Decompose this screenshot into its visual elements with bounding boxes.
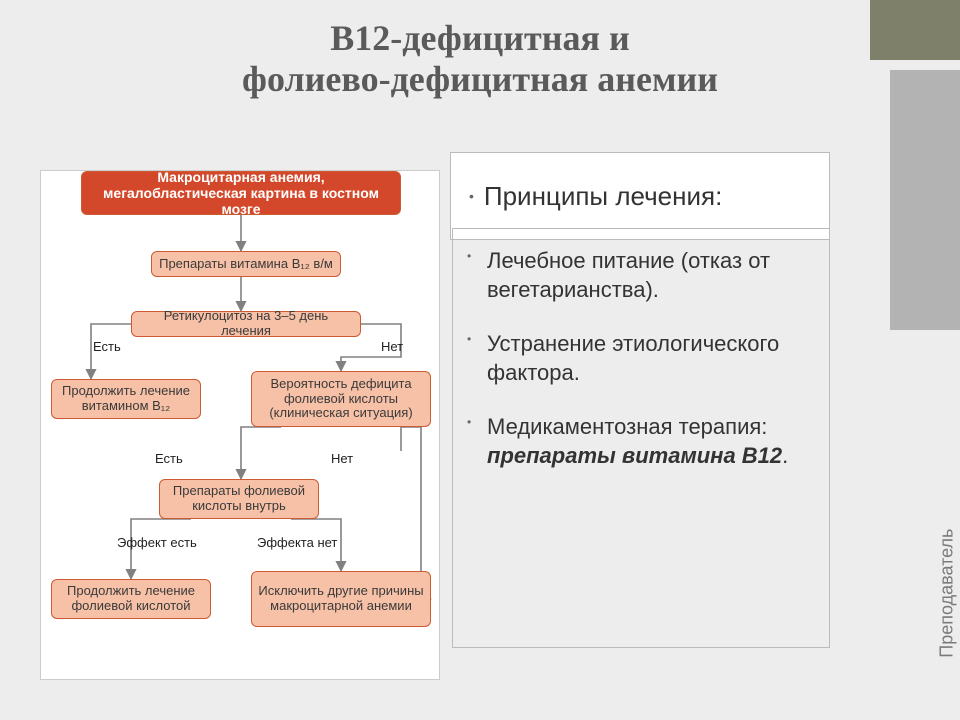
principles-item: Лечебное питание (отказ от вегетарианств…	[487, 247, 807, 304]
principles-item: Устранение этиологического фактора.	[487, 330, 807, 387]
content-area: Макроцитарная анемия, мегалобластическая…	[40, 170, 830, 680]
flow-node-n8: Исключить другие причины макроцитарной а…	[251, 571, 431, 627]
flow-node-n7: Продолжить лечение фолиевой кислотой	[51, 579, 211, 619]
sidebar-block-mid	[890, 70, 960, 330]
flow-node-n6: Препараты фолиевой кислоты внутрь	[159, 479, 319, 519]
flow-node-n1: Макроцитарная анемия, мегалобластическая…	[81, 171, 401, 215]
flow-edge-label: Эффект есть	[117, 535, 197, 550]
sidebar-decor: Преподаватель терапии МК № 7	[870, 0, 960, 720]
principles-list: Лечебное питание (отказ от вегетарианств…	[452, 228, 830, 648]
sidebar-rotated-label: Преподаватель терапии МК № 7	[936, 520, 960, 658]
flow-node-n5: Вероятность дефицита фолиевой кислоты (к…	[251, 371, 431, 427]
flow-edge-label: Есть	[93, 339, 121, 354]
principles-heading-box: Принципы лечения:	[450, 152, 830, 240]
flow-edge-label: Эффекта нет	[257, 535, 337, 550]
flow-node-n4: Продолжить лечение витамином В₁₂	[51, 379, 201, 419]
principles-heading: Принципы лечения:	[484, 181, 722, 212]
slide-title: В12-дефицитная и фолиево-дефицитная анем…	[0, 0, 960, 101]
right-panel: Принципы лечения: Лечебное питание (отка…	[440, 170, 830, 680]
flow-node-n3: Ретикулоцитоз на 3–5 день лечения	[131, 311, 361, 337]
flow-edge-label: Есть	[155, 451, 183, 466]
title-line-1: В12-дефицитная и	[330, 18, 629, 58]
flow-edge-label: Нет	[381, 339, 403, 354]
sidebar-label-line1: Преподаватель	[937, 529, 957, 658]
principles-item: Медикаментозная терапия: препараты витам…	[487, 413, 807, 470]
slide: В12-дефицитная и фолиево-дефицитная анем…	[0, 0, 960, 720]
title-line-2: фолиево-дефицитная анемии	[242, 59, 718, 99]
flowchart: Макроцитарная анемия, мегалобластическая…	[40, 170, 440, 680]
flow-node-n2: Препараты витамина В₁₂ в/м	[151, 251, 341, 277]
flow-edge-label: Нет	[331, 451, 353, 466]
sidebar-block-top	[870, 0, 960, 60]
